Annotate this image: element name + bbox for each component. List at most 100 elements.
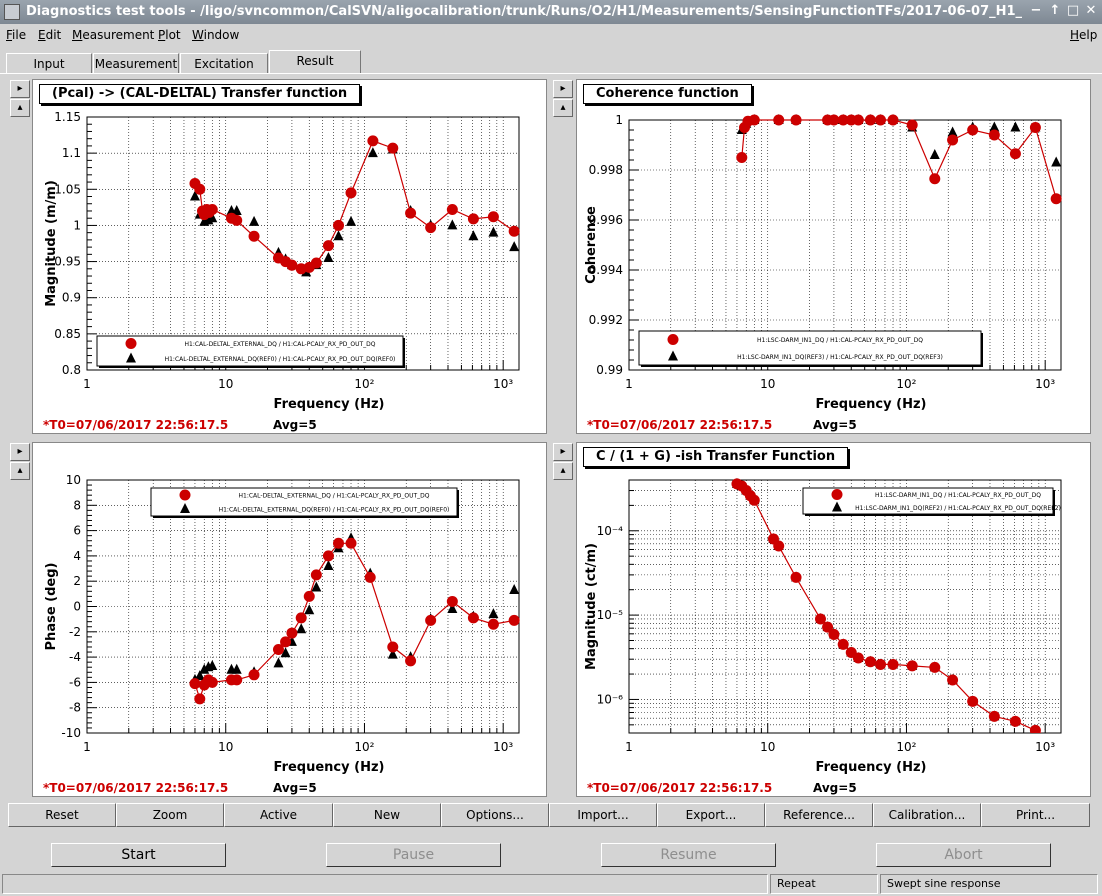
y-axis-label: Coherence xyxy=(584,206,599,284)
data-point xyxy=(1050,193,1062,205)
t0-label: *T0=07/06/2017 22:56:17.5 xyxy=(43,781,229,795)
plot-panel-transfer-function[interactable]: 1 10 10² 10³ 0.8 0.85 0.9 0.95 1 1.05 1.1 1.15 Frequ… xyxy=(32,79,547,434)
coherence-chart[interactable]: 1 10 10² 10³ 0.99 0.992 0.994 0.996 0.998 1 Freque… xyxy=(577,80,1090,433)
data-point-ref xyxy=(1051,156,1062,167)
raise-icon[interactable]: ↑ xyxy=(1049,3,1061,18)
data-point xyxy=(887,114,899,126)
tab-excitation[interactable]: Excitation xyxy=(180,53,268,73)
legend-marker xyxy=(667,334,679,345)
tab-result[interactable]: Result xyxy=(269,50,361,74)
avg-label: Avg=5 xyxy=(813,418,857,432)
data-point xyxy=(231,674,243,686)
plot-panel-c-over-1g[interactable]: 1 10 10² 10³ 10⁻⁶ 10⁻⁵ 10⁻⁴ Frequency (Hz) Magni… xyxy=(576,442,1091,797)
data-point xyxy=(333,537,345,549)
menu-file[interactable]: File xyxy=(6,28,27,42)
data-point-ref xyxy=(346,215,357,226)
new-button[interactable]: New xyxy=(333,803,441,827)
menu-measurement[interactable]: Measurement xyxy=(72,28,155,42)
legend-entry: H1:LSC-DARM_IN1_DQ / H1:CAL-PCALY_RX_PD_… xyxy=(875,492,1041,499)
abort-button[interactable]: Abort xyxy=(876,843,1051,867)
resume-button[interactable]: Resume xyxy=(601,843,776,867)
active-button[interactable]: Active xyxy=(224,803,333,827)
data-point xyxy=(286,627,298,639)
close-icon[interactable]: ✕ xyxy=(1085,3,1097,18)
data-point xyxy=(988,710,1000,722)
x-axis-label: Frequency (Hz) xyxy=(816,760,927,775)
print-button[interactable]: Print... xyxy=(981,803,1090,827)
legend-marker xyxy=(831,489,843,500)
data-point-ref xyxy=(323,251,334,262)
plot-panel-coherence[interactable]: 1 10 10² 10³ 0.99 0.992 0.994 0.996 0.998 1 Freque… xyxy=(576,79,1091,434)
menu-edit[interactable]: Edit xyxy=(38,28,62,42)
data-point xyxy=(467,213,479,225)
status-message xyxy=(2,874,768,894)
data-point xyxy=(194,183,206,195)
data-point xyxy=(322,550,334,562)
series-line xyxy=(194,542,515,701)
panel2-next-button[interactable]: ▸ xyxy=(553,80,573,98)
data-point xyxy=(947,674,959,686)
tab-input[interactable]: Input xyxy=(6,53,92,73)
import-button[interactable]: Import... xyxy=(549,803,657,827)
data-point xyxy=(906,660,918,672)
avg-label: Avg=5 xyxy=(813,781,857,795)
calibration-button[interactable]: Calibration... xyxy=(873,803,981,827)
data-point-ref xyxy=(323,560,334,571)
tab-divider xyxy=(0,73,1102,74)
y-tick-label: 8 xyxy=(73,498,81,512)
panel1-next-button[interactable]: ▸ xyxy=(10,80,30,98)
c-over-1g-chart[interactable]: 1 10 10² 10³ 10⁻⁶ 10⁻⁵ 10⁻⁴ Frequency (Hz) Magni… xyxy=(577,443,1090,796)
data-point xyxy=(364,571,376,583)
data-point-ref xyxy=(468,230,479,241)
data-point xyxy=(405,207,417,219)
grid xyxy=(87,116,519,371)
menu-help[interactable]: Help xyxy=(1070,28,1098,42)
pause-button[interactable]: Pause xyxy=(326,843,501,867)
export-button[interactable]: Export... xyxy=(657,803,765,827)
reset-button[interactable]: Reset xyxy=(8,803,116,827)
tab-measurement[interactable]: Measurement xyxy=(93,53,179,73)
app-icon[interactable] xyxy=(4,4,20,20)
panel4-next-button[interactable]: ▸ xyxy=(553,443,573,461)
menu-plot[interactable]: Plot xyxy=(158,28,181,42)
x-tick-label: 1 xyxy=(83,377,91,391)
panel2-up-button[interactable]: ▴ xyxy=(553,99,573,117)
panel-title: Coherence function xyxy=(583,84,752,104)
y-tick-label: 0.994 xyxy=(589,263,623,277)
panel3-up-button[interactable]: ▴ xyxy=(10,462,30,480)
menu-window[interactable]: Window xyxy=(192,28,240,42)
panel3-next-button[interactable]: ▸ xyxy=(10,443,30,461)
data-point xyxy=(206,204,218,216)
data-point xyxy=(345,537,357,549)
panel4-up-button[interactable]: ▴ xyxy=(553,462,573,480)
data-point xyxy=(929,661,941,673)
minimize-icon[interactable]: − xyxy=(1030,3,1042,18)
maximize-icon[interactable]: □ xyxy=(1066,3,1080,18)
reference-button[interactable]: Reference... xyxy=(765,803,873,827)
data-point xyxy=(748,114,760,126)
data-point-ref xyxy=(1010,121,1021,132)
panel1-up-button[interactable]: ▴ xyxy=(10,99,30,117)
data-point xyxy=(446,595,458,607)
window-titlebar: Diagnostics test tools - /ligo/svncommon… xyxy=(0,0,1102,24)
phase-chart[interactable]: 1 10 10² 10³ -10 -8 -6 -4 -2 0 2 4 6 8 10 Frequency (Hz… xyxy=(33,443,546,796)
y-tick-label: 1.1 xyxy=(62,146,81,160)
data-point xyxy=(864,656,876,668)
options-button[interactable]: Options... xyxy=(441,803,549,827)
start-button[interactable]: Start xyxy=(51,843,226,867)
y-tick-label: 2 xyxy=(73,574,81,588)
x-tick-label: 10³ xyxy=(493,377,513,391)
x-axis-label: Frequency (Hz) xyxy=(274,760,385,775)
data-point-ref xyxy=(488,226,499,237)
transfer-function-chart[interactable]: 1 10 10² 10³ 0.8 0.85 0.9 0.95 1 1.05 1.1 1.15 Frequ… xyxy=(33,80,546,433)
x-tick-label: 10 xyxy=(760,740,775,754)
x-tick-label: 10 xyxy=(218,377,233,391)
data-point xyxy=(189,678,201,690)
legend-marker xyxy=(832,501,842,512)
legend-box xyxy=(802,487,1054,515)
data-point-ref xyxy=(509,241,520,252)
plot-panel-phase[interactable]: 1 10 10² 10³ -10 -8 -6 -4 -2 0 2 4 6 8 10 Frequency (Hz… xyxy=(32,442,547,797)
zoom-button[interactable]: Zoom xyxy=(116,803,224,827)
status-mode: Swept sine response xyxy=(880,874,1098,894)
legend-marker xyxy=(126,352,136,363)
